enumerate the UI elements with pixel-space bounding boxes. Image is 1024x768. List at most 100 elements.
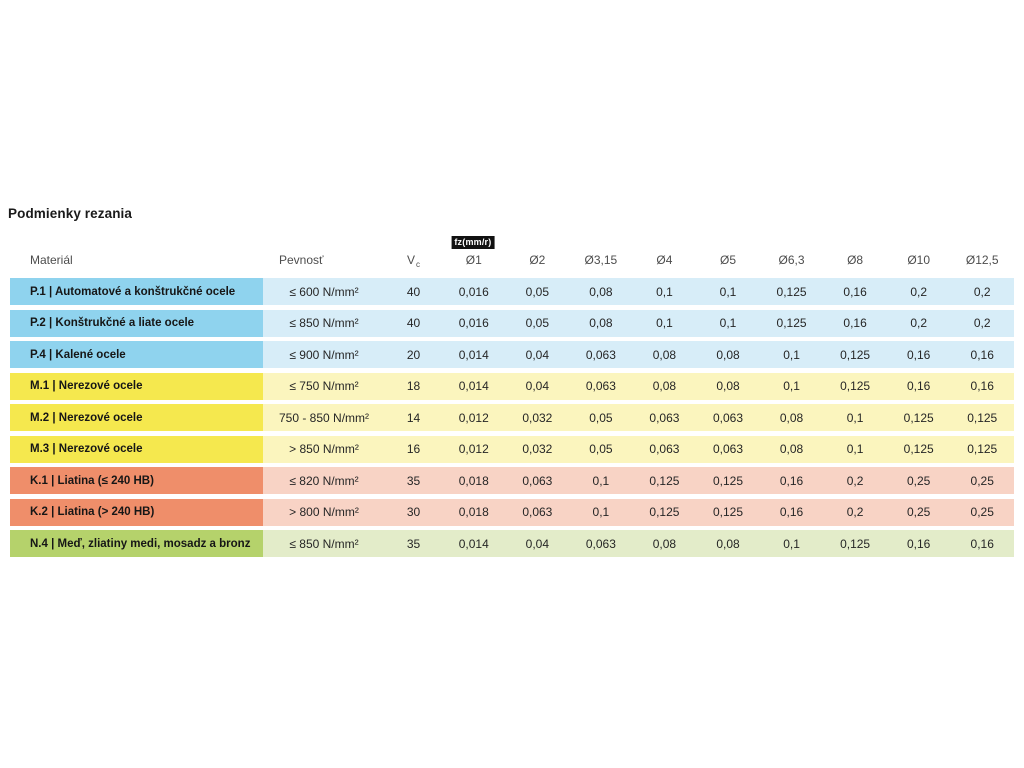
- fz-cell-d4: 0,08: [652, 347, 677, 362]
- table-row: N.4 | Meď, zliatiny medi, mosadz a bronz…: [10, 530, 1014, 557]
- fz-cell-d4: 0,063: [649, 410, 680, 425]
- fz-cell-d5: 0,125: [712, 505, 743, 519]
- fz-cell-d6: 0,1: [783, 536, 800, 551]
- fz-cell-d2: 0,032: [522, 442, 553, 456]
- column-header-d6: Ø6,3: [778, 253, 805, 267]
- vc-cell: 20: [406, 347, 421, 362]
- material-cell: P.2 | Konštrukčné a liate ocele: [10, 309, 263, 337]
- column-header-d7: Ø8: [847, 253, 864, 267]
- fz-cell-d3: 0,1: [592, 473, 610, 488]
- table-row: P.4 | Kalené ocele ≤ 900 N/mm² 20 0,014 …: [10, 341, 1014, 368]
- fz-cell-d7: 0,2: [846, 473, 864, 488]
- table-row: M.1 | Nerezové ocele ≤ 750 N/mm² 18 0,01…: [10, 372, 1014, 400]
- fz-cell-d2: 0,032: [522, 410, 553, 425]
- table-rows: P.1 | Automatové a konštrukčné ocele ≤ 6…: [10, 278, 1014, 557]
- fz-cell-d4: 0,08: [652, 536, 677, 551]
- fz-cell-d7: 0,1: [846, 442, 864, 456]
- column-header-d4: Ø4: [656, 253, 673, 267]
- column-header-d2: Ø2: [529, 253, 546, 267]
- vc-cell: 40: [406, 284, 421, 299]
- fz-cell-d1: 0,016: [458, 316, 489, 330]
- material-cell: N.4 | Meď, zliatiny medi, mosadz a bronz: [10, 530, 263, 557]
- fz-cell-d6: 0,16: [779, 473, 804, 488]
- fz-cell-d6: 0,08: [779, 410, 804, 425]
- fz-cell-d7: 0,125: [840, 536, 871, 551]
- fz-cell-d2: 0,05: [525, 284, 549, 299]
- page-title: Podmienky rezania: [8, 206, 132, 221]
- fz-cell-d9: 0,2: [973, 284, 991, 299]
- column-header-d9: Ø12,5: [965, 253, 999, 267]
- fz-cell-d9: 0,125: [967, 442, 998, 456]
- table-row: P.2 | Konštrukčné a liate ocele ≤ 850 N/…: [10, 309, 1014, 337]
- fz-cell-d7: 0,2: [846, 505, 864, 519]
- fz-cell-d9: 0,25: [970, 473, 994, 488]
- fz-cell-d6: 0,125: [776, 284, 807, 299]
- strength-cell: ≤ 600 N/mm²: [289, 284, 359, 299]
- strength-cell: ≤ 750 N/mm²: [289, 379, 359, 393]
- fz-cell-d9: 0,2: [973, 316, 991, 330]
- material-cell: K.1 | Liatina (≤ 240 HB): [10, 467, 263, 494]
- material-cell: P.4 | Kalené ocele: [10, 341, 263, 368]
- fz-cell-d4: 0,063: [649, 442, 680, 456]
- fz-cell-d1: 0,016: [458, 284, 489, 299]
- column-header-d3: Ø3,15: [584, 253, 618, 267]
- fz-cell-d7: 0,125: [840, 347, 871, 362]
- strength-cell: 750 - 850 N/mm²: [278, 410, 370, 425]
- fz-cell-d6: 0,16: [779, 505, 804, 519]
- vc-cell: 18: [406, 379, 421, 393]
- fz-cell-d9: 0,125: [967, 410, 998, 425]
- vc-cell: 16: [406, 442, 421, 456]
- fz-cell-d2: 0,063: [522, 473, 553, 488]
- strength-cell: > 850 N/mm²: [289, 442, 359, 456]
- material-cell: M.3 | Nerezové ocele: [10, 435, 263, 463]
- fz-cell-d5: 0,063: [712, 410, 743, 425]
- fz-cell-d5: 0,1: [719, 284, 737, 299]
- material-cell: M.1 | Nerezové ocele: [10, 372, 263, 400]
- fz-cell-d1: 0,018: [458, 473, 489, 488]
- fz-cell-d4: 0,1: [656, 316, 673, 330]
- column-header-d8: Ø10: [907, 253, 930, 267]
- fz-cell-d1: 0,012: [458, 410, 489, 425]
- fz-cell-d2: 0,04: [525, 379, 549, 393]
- fz-unit-badge: fz(mm/r): [451, 236, 495, 249]
- fz-cell-d5: 0,08: [716, 347, 740, 362]
- fz-cell-d1: 0,018: [458, 505, 489, 519]
- table-row: K.1 | Liatina (≤ 240 HB) ≤ 820 N/mm² 35 …: [10, 467, 1014, 494]
- strength-cell: > 800 N/mm²: [289, 505, 359, 519]
- column-header-d1: fz(mm/r) Ø1: [442, 236, 506, 274]
- fz-cell-d3: 0,063: [585, 379, 616, 393]
- fz-cell-d3: 0,063: [585, 536, 616, 551]
- fz-cell-d9: 0,16: [970, 536, 994, 551]
- fz-cell-d8: 0,16: [906, 379, 931, 393]
- fz-cell-d3: 0,08: [589, 316, 613, 330]
- fz-cell-d6: 0,08: [779, 442, 804, 456]
- vc-cell: 30: [406, 505, 421, 519]
- fz-cell-d6: 0,1: [783, 379, 800, 393]
- fz-cell-d5: 0,125: [712, 473, 743, 488]
- table-row: M.3 | Nerezové ocele > 850 N/mm² 16 0,01…: [10, 435, 1014, 463]
- fz-cell-d8: 0,16: [906, 347, 931, 362]
- table-row: M.2 | Nerezové ocele 750 - 850 N/mm² 14 …: [10, 404, 1014, 431]
- fz-cell-d4: 0,125: [649, 473, 680, 488]
- vc-cell: 14: [406, 410, 421, 425]
- fz-cell-d8: 0,2: [910, 284, 927, 299]
- fz-cell-d4: 0,125: [649, 505, 680, 519]
- table-row: K.2 | Liatina (> 240 HB) > 800 N/mm² 30 …: [10, 498, 1014, 526]
- fz-cell-d3: 0,08: [589, 284, 613, 299]
- fz-cell-d9: 0,25: [970, 505, 994, 519]
- fz-cell-d3: 0,05: [589, 442, 613, 456]
- vc-cell: 35: [406, 473, 421, 488]
- fz-cell-d7: 0,16: [843, 316, 867, 330]
- fz-cell-d8: 0,125: [903, 410, 934, 425]
- fz-cell-d4: 0,1: [656, 284, 673, 299]
- fz-cell-d6: 0,1: [783, 347, 800, 362]
- column-header-d5: Ø5: [719, 253, 736, 267]
- fz-cell-d8: 0,2: [910, 316, 927, 330]
- fz-cell-d6: 0,125: [776, 316, 807, 330]
- d1-label: Ø1: [465, 253, 482, 267]
- fz-cell-d3: 0,063: [585, 347, 616, 362]
- fz-cell-d7: 0,125: [840, 379, 871, 393]
- material-cell: M.2 | Nerezové ocele: [10, 404, 263, 431]
- fz-cell-d8: 0,25: [906, 473, 931, 488]
